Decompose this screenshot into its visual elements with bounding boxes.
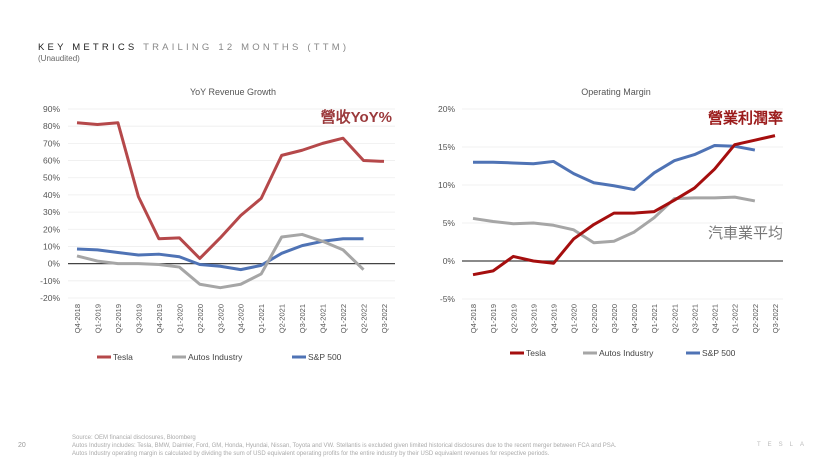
x-tick-label: Q2-2021 [278,304,287,333]
y-tick-label: 30% [43,207,60,217]
unaudited-note: (Unaudited) [38,54,80,63]
x-tick-label: Q2-2020 [590,304,599,333]
legend-label: Autos Industry [188,352,243,362]
x-tick-label: Q1-2022 [731,304,740,333]
x-tick-label: Q2-2022 [360,304,369,333]
y-tick-label: -20% [40,293,60,303]
x-tick-label: Q4-2021 [319,304,328,333]
y-tick-label: 90% [43,104,60,114]
y-tick-label: 40% [43,190,60,200]
x-tick-label: Q3-2021 [690,304,699,333]
x-tick-label: Q2-2022 [751,304,760,333]
series-line-s-p-500 [473,143,756,192]
x-tick-label: Q4-2018 [469,304,478,333]
legend-label: S&P 500 [308,352,342,362]
chart-title: YoY Revenue Growth [190,87,276,97]
x-tick-label: Q4-2019 [550,304,559,333]
x-tick-label: Q2-2019 [509,304,518,333]
x-tick-label: Q3-2021 [298,304,307,333]
x-tick-label: Q1-2021 [650,304,659,333]
legend-label: Autos Industry [599,348,654,358]
x-tick-label: Q4-2021 [711,304,720,333]
x-tick-label: Q4-2020 [630,304,639,333]
series-line-autos-industry [76,232,365,290]
header-subtitle: TRAILING 12 MONTHS (TTM) [143,42,350,53]
x-tick-label: Q1-2020 [570,304,579,333]
y-tick-label: 0% [48,259,61,269]
y-tick-label: 10% [43,241,60,251]
y-tick-label: 10% [438,180,455,190]
series-line-tesla [76,121,385,260]
footnote: Source: OEM financial disclosures, Bloom… [72,435,196,441]
x-tick-label: Q1-2020 [175,304,184,333]
x-tick-label: Q4-2018 [73,304,82,333]
chart-title: Operating Margin [581,87,651,97]
y-tick-label: -10% [40,276,60,286]
y-tick-label: 5% [443,218,456,228]
x-tick-label: Q1-2022 [339,304,348,333]
x-tick-label: Q1-2019 [489,304,498,333]
x-tick-label: Q2-2020 [196,304,205,333]
x-tick-label: Q4-2019 [155,304,164,333]
x-tick-label: Q1-2021 [257,304,266,333]
x-tick-label: Q3-2020 [610,304,619,333]
x-tick-label: Q4-2020 [237,304,246,333]
legend-label: Tesla [526,348,546,358]
y-tick-label: 0% [443,256,456,266]
y-tick-label: 20% [43,224,60,234]
page-header: KEY METRICS TRAILING 12 MONTHS (TTM) [38,42,349,53]
footnote: Autos Industry includes: Tesla, BMW, Dai… [72,443,617,449]
x-tick-label: Q3-2019 [529,304,538,333]
chart-annotation: 營收YoY% [321,108,392,126]
y-tick-label: 20% [438,104,455,114]
x-tick-label: Q2-2019 [114,304,123,333]
x-tick-label: Q3-2019 [134,304,143,333]
x-tick-label: Q3-2022 [771,304,780,333]
page-number: 20 [18,442,26,449]
chart-annotation-autos: 汽車業平均 [708,225,783,242]
chart-annotation: 營業利潤率 [708,109,783,127]
legend-label: S&P 500 [702,348,736,358]
y-tick-label: -5% [440,294,456,304]
y-tick-label: 80% [43,121,60,131]
x-tick-label: Q1-2019 [93,304,102,333]
header-title: KEY METRICS [38,42,138,53]
x-tick-label: Q3-2020 [216,304,225,333]
tesla-logo: TESLA [757,442,812,448]
y-tick-label: 70% [43,138,60,148]
footnotes: Source: OEM financial disclosures, Bloom… [72,434,616,458]
y-tick-label: 50% [43,173,60,183]
series-line-s-p-500 [76,237,364,272]
y-tick-label: 15% [438,142,455,152]
series-line-tesla [472,134,776,277]
legend-label: Tesla [113,352,133,362]
x-tick-label: Q2-2021 [670,304,679,333]
footnote: Autos Industry operating margin is calcu… [72,451,550,457]
series-line-autos-industry [472,195,756,245]
y-tick-label: 60% [43,156,60,166]
x-tick-label: Q3-2022 [380,304,389,333]
